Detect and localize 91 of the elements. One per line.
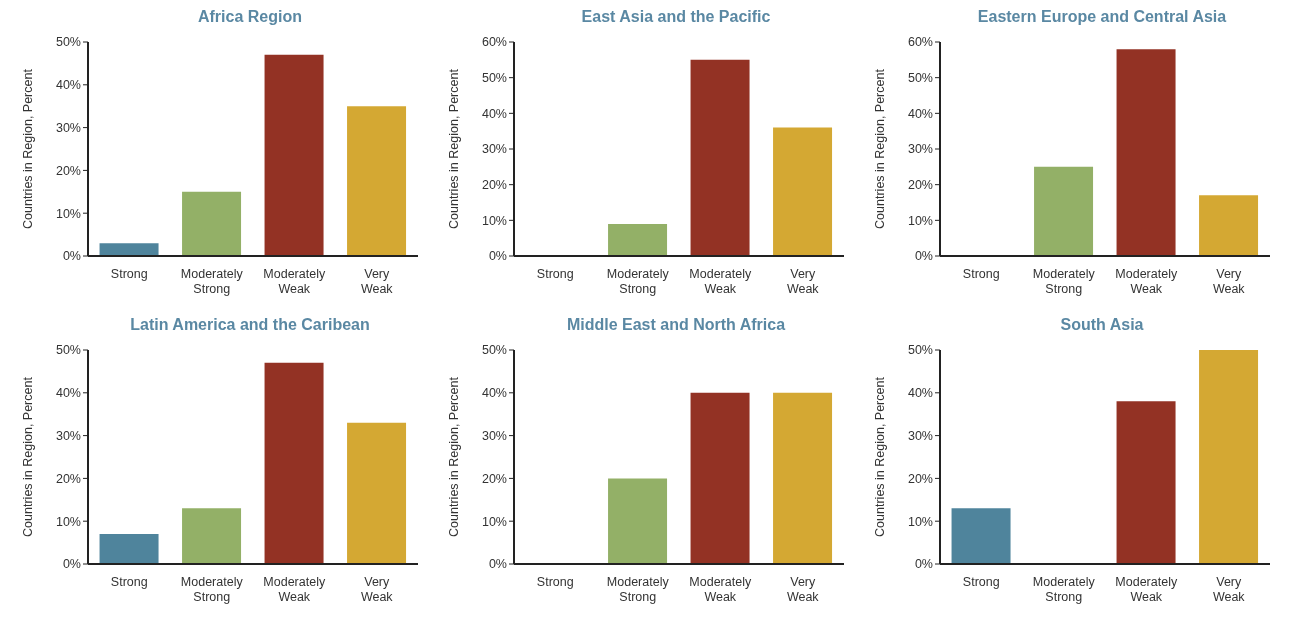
bar [1116, 401, 1176, 564]
y-tick-label: 10% [481, 213, 507, 228]
x-tick-label: Moderately Weak [1115, 267, 1178, 296]
x-tick-label: Very Weak [786, 575, 820, 604]
y-tick-label: 30% [55, 121, 81, 136]
y-axis-title: Countries in Region, Percent [21, 68, 36, 229]
x-tick-label: Very Weak [360, 267, 394, 296]
x-tick-label: Moderately Weak [1115, 575, 1178, 604]
y-tick-label: 30% [907, 429, 933, 444]
bar [773, 127, 833, 256]
x-tick-label: Moderately Strong [606, 267, 670, 296]
y-tick-label: 50% [907, 71, 933, 86]
y-tick-label: 0% [62, 557, 81, 572]
bar [1116, 49, 1176, 256]
y-tick-label: 20% [481, 471, 507, 486]
x-tick-label: Strong [536, 267, 574, 281]
y-tick-label: 0% [914, 249, 933, 264]
y-tick-label: 50% [481, 343, 507, 358]
y-tick-label: 50% [55, 343, 81, 358]
x-tick-label: Strong [962, 575, 1000, 589]
y-tick-label: 20% [481, 178, 507, 193]
x-tick-label: Moderately Strong [1032, 575, 1096, 604]
bar [99, 243, 159, 256]
bar [347, 106, 407, 256]
bar [99, 534, 159, 564]
bar [690, 59, 750, 256]
y-tick-label: 10% [907, 213, 933, 228]
chart-title: Eastern Europe and Central Asia [976, 8, 1228, 27]
bar [608, 223, 668, 256]
y-axis-title: Countries in Region, Percent [447, 68, 462, 229]
y-tick-label: 50% [481, 71, 507, 86]
y-tick-label: 40% [907, 386, 933, 401]
y-tick-label: 40% [481, 386, 507, 401]
x-tick-label: Moderately Weak [689, 575, 752, 604]
chart-title: South Asia [1059, 316, 1145, 335]
y-tick-label: 50% [55, 35, 81, 50]
chart-title: Middle East and North Africa [565, 316, 787, 335]
y-axis-title: Countries in Region, Percent [21, 376, 36, 537]
y-tick-label: 0% [488, 249, 507, 264]
chart-title: Latin America and the Caribean [129, 316, 371, 335]
y-tick-label: 10% [907, 514, 933, 529]
y-tick-label: 0% [914, 557, 933, 572]
x-tick-label: Moderately Weak [689, 267, 752, 296]
bar [182, 191, 242, 256]
bar [1199, 350, 1259, 564]
y-axis-title: Countries in Region, Percent [873, 68, 888, 229]
x-tick-label: Strong [536, 575, 574, 589]
bar [347, 422, 407, 564]
bar [264, 362, 324, 564]
y-tick-label: 0% [488, 557, 507, 572]
x-tick-label: Strong [962, 267, 1000, 281]
y-axis-title: Countries in Region, Percent [873, 376, 888, 537]
bar [1034, 166, 1094, 256]
x-tick-label: Moderately Weak [263, 575, 326, 604]
x-tick-label: Strong [110, 267, 148, 281]
y-tick-label: 40% [55, 386, 81, 401]
y-tick-label: 40% [55, 78, 81, 93]
y-tick-label: 40% [481, 106, 507, 121]
x-tick-label: Moderately Strong [180, 267, 244, 296]
y-tick-label: 30% [907, 142, 933, 157]
y-tick-label: 20% [55, 471, 81, 486]
bar [182, 508, 242, 564]
y-tick-label: 20% [907, 471, 933, 486]
x-tick-label: Moderately Strong [606, 575, 670, 604]
y-tick-label: 60% [481, 35, 507, 50]
y-tick-label: 40% [907, 106, 933, 121]
y-tick-label: 0% [62, 249, 81, 264]
chart-title: Africa Region [197, 8, 303, 27]
x-tick-label: Moderately Strong [180, 575, 244, 604]
chart-title: East Asia and the Pacific [580, 8, 772, 27]
y-tick-label: 30% [55, 429, 81, 444]
y-tick-label: 30% [481, 429, 507, 444]
y-tick-label: 60% [907, 35, 933, 50]
y-tick-label: 10% [55, 206, 81, 221]
y-tick-label: 10% [481, 514, 507, 529]
bar [951, 508, 1011, 564]
y-tick-label: 30% [481, 142, 507, 157]
y-tick-label: 50% [907, 343, 933, 358]
y-tick-label: 20% [55, 163, 81, 178]
y-axis-title: Countries in Region, Percent [447, 376, 462, 537]
bar [264, 54, 324, 256]
y-tick-label: 20% [907, 178, 933, 193]
x-tick-label: Very Weak [786, 267, 820, 296]
x-tick-label: Very Weak [1212, 267, 1246, 296]
x-tick-label: Very Weak [360, 575, 394, 604]
bar [1199, 195, 1259, 256]
x-tick-label: Strong [110, 575, 148, 589]
x-tick-label: Moderately Strong [1032, 267, 1096, 296]
x-tick-label: Very Weak [1212, 575, 1246, 604]
x-tick-label: Moderately Weak [263, 267, 326, 296]
y-tick-label: 10% [55, 514, 81, 529]
